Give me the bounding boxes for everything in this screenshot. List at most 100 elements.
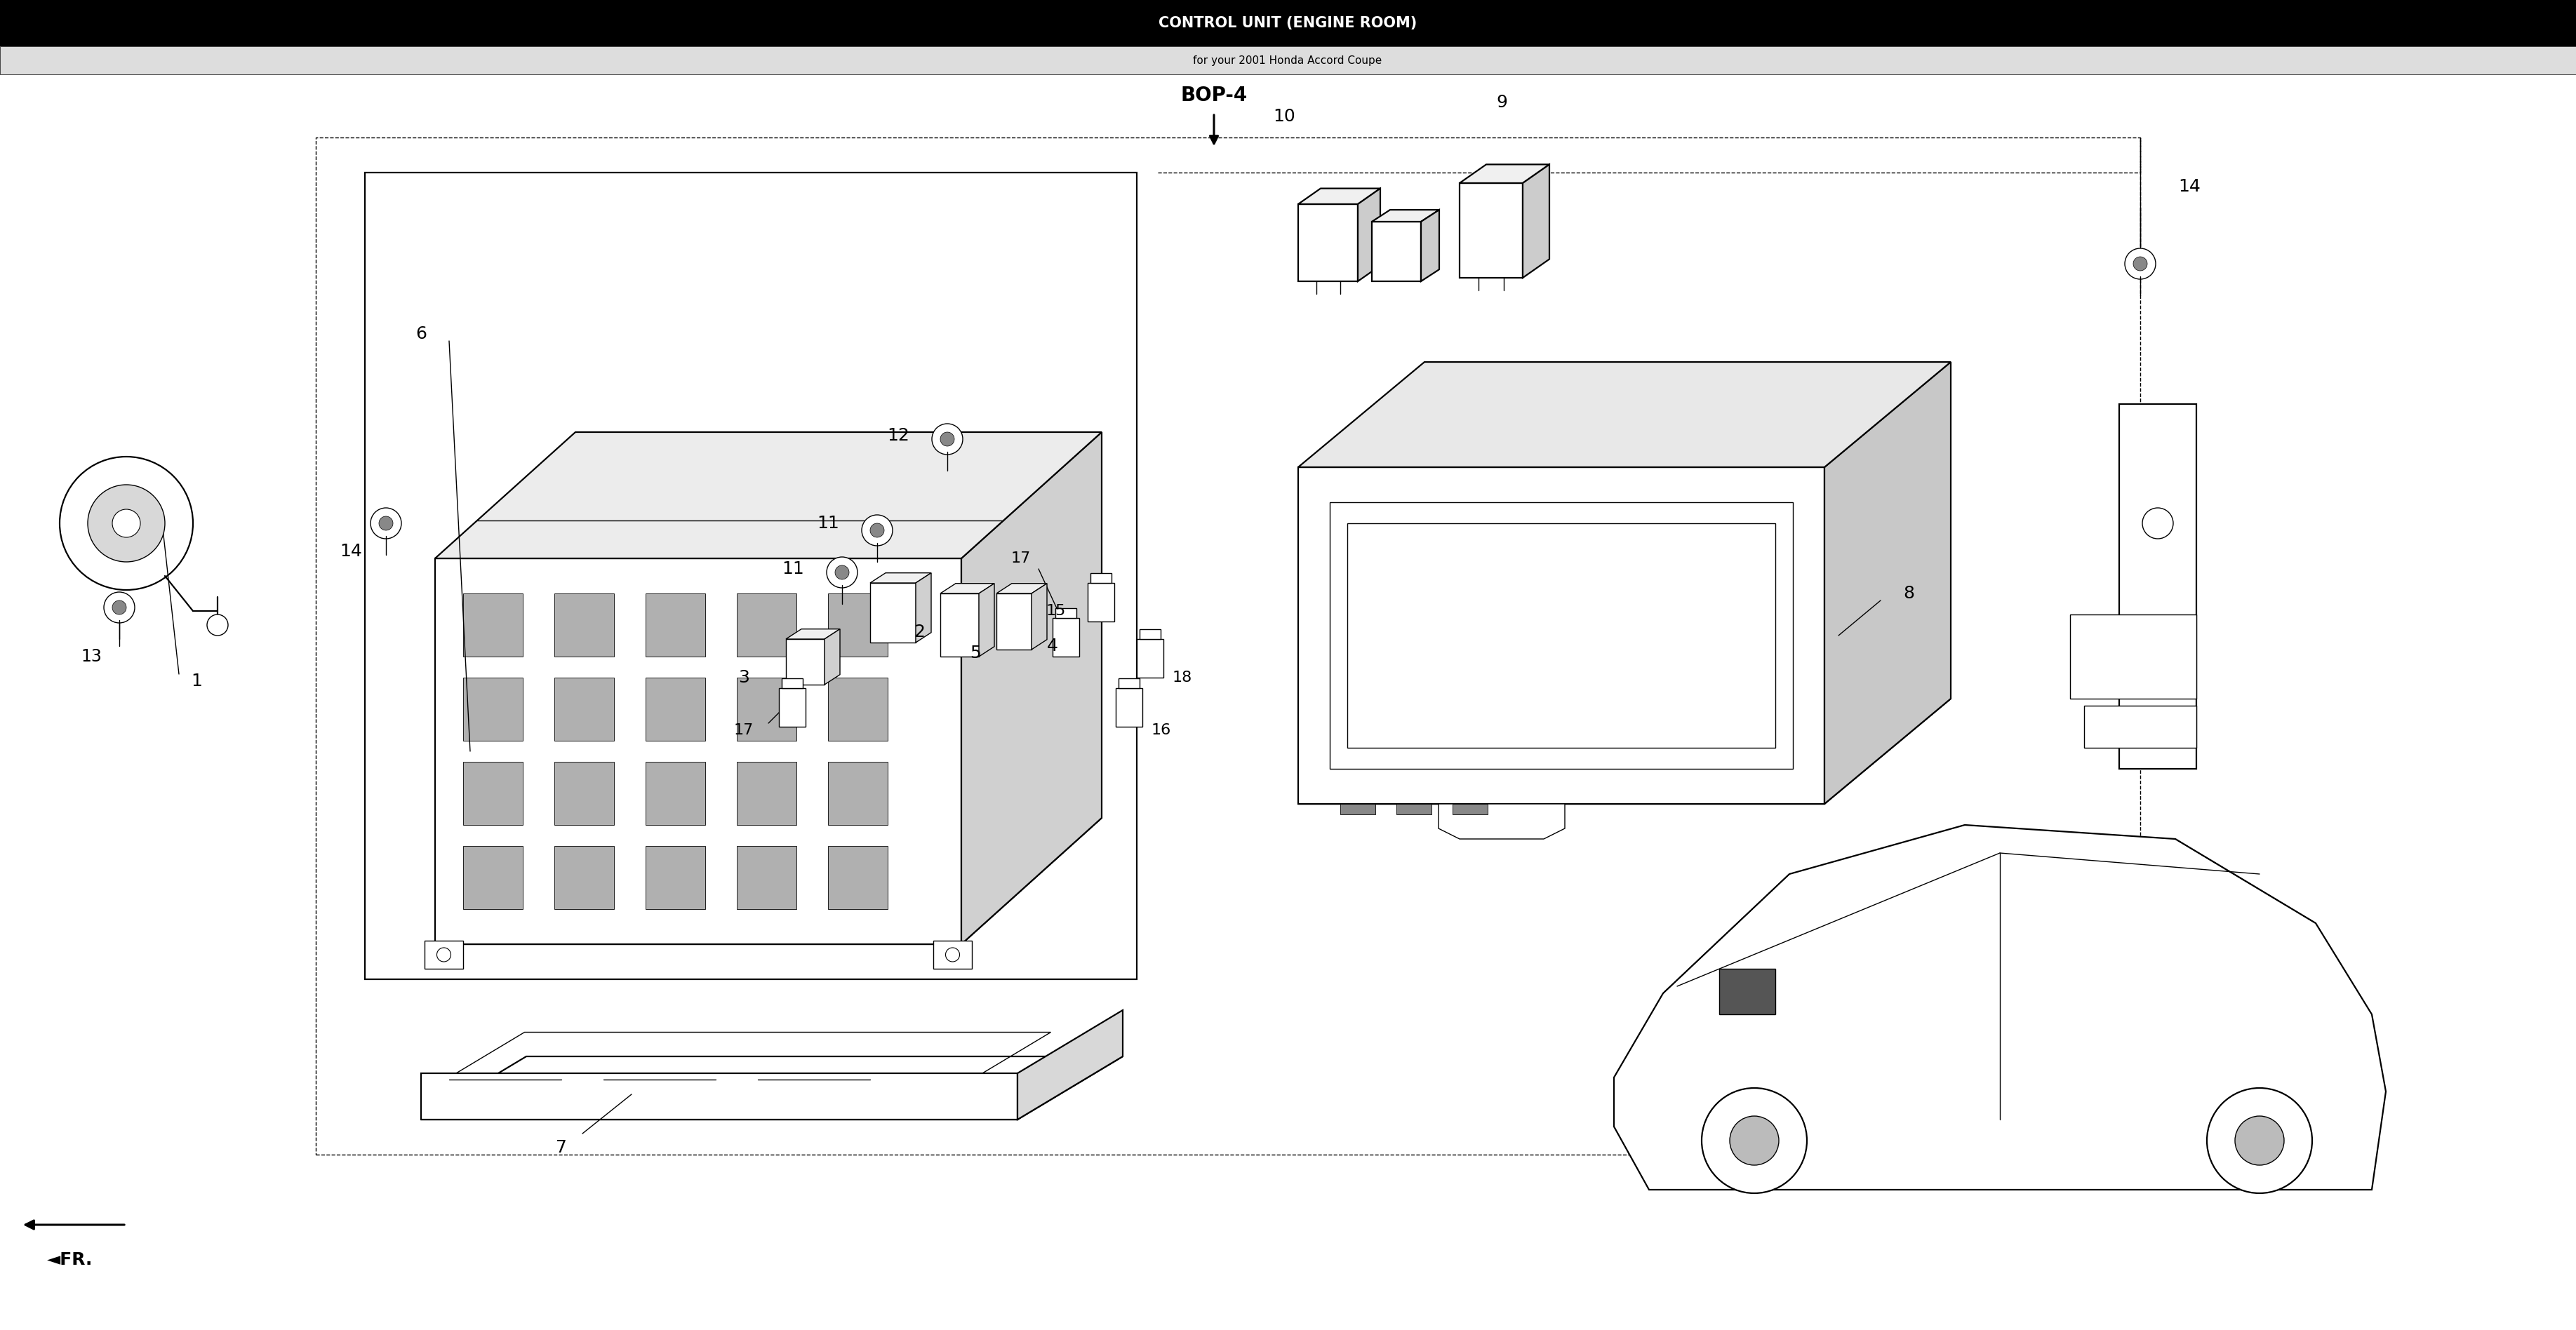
Text: 13: 13 (80, 648, 100, 665)
Polygon shape (1018, 1009, 1123, 1120)
Bar (464, 846, 523, 910)
Text: 14: 14 (340, 543, 363, 560)
Text: 16: 16 (1151, 724, 1172, 737)
Polygon shape (1054, 618, 1079, 657)
Polygon shape (1115, 688, 1141, 726)
Polygon shape (997, 584, 1046, 593)
Text: ◄FR.: ◄FR. (46, 1252, 93, 1269)
Polygon shape (2120, 404, 2197, 769)
Polygon shape (1422, 210, 1440, 281)
Text: 4: 4 (1046, 637, 1059, 654)
Circle shape (379, 516, 394, 531)
Polygon shape (1437, 803, 1564, 839)
Polygon shape (1139, 629, 1162, 638)
Bar (1718, 968, 1775, 1015)
Polygon shape (1298, 189, 1381, 203)
Polygon shape (435, 559, 961, 944)
Polygon shape (940, 593, 979, 657)
Text: 18: 18 (1172, 670, 1193, 685)
Bar (647, 762, 706, 825)
Circle shape (438, 948, 451, 962)
Polygon shape (871, 583, 914, 642)
Bar (1329, 503, 1793, 769)
Polygon shape (979, 584, 994, 657)
Bar (366, 173, 1136, 979)
Bar (827, 677, 889, 741)
Circle shape (1703, 1088, 1806, 1193)
Circle shape (59, 456, 193, 591)
Polygon shape (786, 638, 824, 685)
Circle shape (827, 557, 858, 588)
Polygon shape (1298, 203, 1358, 281)
Text: 1: 1 (191, 673, 201, 689)
Polygon shape (1358, 189, 1381, 281)
Polygon shape (940, 584, 994, 593)
Bar (464, 677, 523, 741)
Text: 6: 6 (415, 326, 428, 342)
Circle shape (88, 484, 165, 561)
Circle shape (871, 523, 884, 537)
Polygon shape (420, 1073, 1018, 1120)
Circle shape (933, 424, 963, 455)
Circle shape (2208, 1088, 2313, 1193)
Polygon shape (2071, 614, 2197, 698)
Polygon shape (997, 593, 1030, 649)
Bar (737, 762, 796, 825)
Bar (737, 593, 796, 657)
Polygon shape (1615, 825, 2385, 1190)
Polygon shape (1298, 467, 1824, 803)
Bar (464, 593, 523, 657)
Bar (554, 593, 613, 657)
Polygon shape (1824, 362, 1950, 803)
Bar (554, 677, 613, 741)
Circle shape (2236, 1116, 2285, 1165)
Polygon shape (1118, 678, 1139, 688)
Text: 2: 2 (914, 624, 925, 641)
Text: 8: 8 (1904, 585, 1914, 602)
Polygon shape (778, 688, 806, 726)
Bar (425, 940, 464, 968)
Polygon shape (1461, 165, 1548, 184)
Circle shape (371, 508, 402, 539)
Text: 11: 11 (781, 560, 804, 577)
Circle shape (835, 565, 850, 580)
Polygon shape (1522, 165, 1548, 278)
Circle shape (2125, 249, 2156, 279)
Polygon shape (1373, 210, 1440, 222)
Circle shape (113, 509, 139, 537)
Circle shape (103, 592, 134, 622)
Polygon shape (1373, 222, 1422, 281)
Bar (1347, 523, 1775, 747)
Text: 17: 17 (734, 724, 755, 737)
Polygon shape (1461, 184, 1522, 278)
Circle shape (206, 614, 229, 636)
Polygon shape (1298, 698, 1950, 803)
Text: 14: 14 (2179, 178, 2200, 196)
Circle shape (2133, 257, 2148, 271)
Text: 10: 10 (1273, 108, 1296, 125)
Polygon shape (420, 1056, 1123, 1120)
Circle shape (940, 432, 953, 446)
Text: 15: 15 (1046, 604, 1066, 618)
Text: BOP-4: BOP-4 (1180, 85, 1247, 105)
Circle shape (113, 600, 126, 614)
Text: 17: 17 (1012, 552, 1030, 565)
Bar (554, 762, 613, 825)
Polygon shape (1136, 638, 1164, 677)
Bar (647, 846, 706, 910)
Bar (317, 137, 2141, 1154)
Bar (827, 593, 889, 657)
Bar (827, 762, 889, 825)
Polygon shape (871, 573, 930, 583)
Circle shape (863, 515, 891, 545)
Polygon shape (435, 818, 1103, 944)
Polygon shape (1453, 803, 1486, 814)
Text: for your 2001 Honda Accord Coupe: for your 2001 Honda Accord Coupe (1193, 55, 1383, 65)
Circle shape (1728, 1116, 1780, 1165)
Text: CONTROL UNIT (ENGINE ROOM): CONTROL UNIT (ENGINE ROOM) (1159, 16, 1417, 31)
Polygon shape (914, 573, 930, 642)
Polygon shape (781, 678, 804, 688)
Polygon shape (1087, 583, 1115, 621)
Text: 9: 9 (1497, 94, 1507, 110)
Polygon shape (1298, 362, 1950, 467)
